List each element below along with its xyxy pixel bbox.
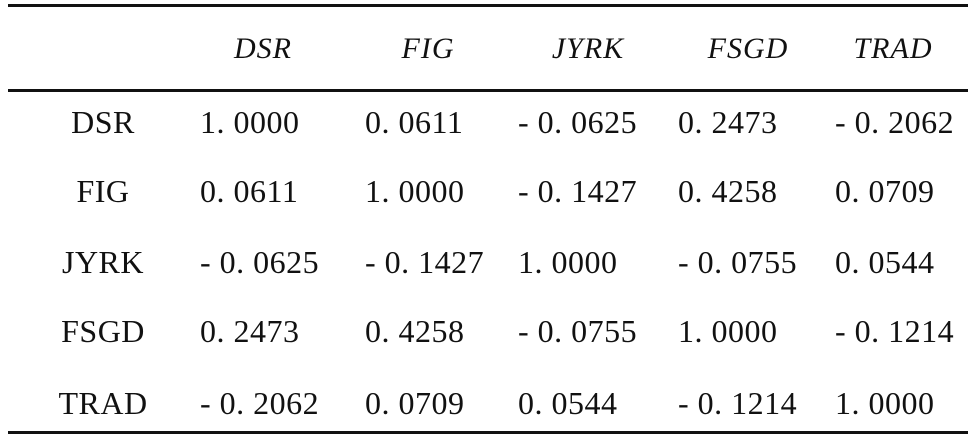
header-rule: [8, 89, 968, 92]
table-cell: 0. 2473: [200, 312, 300, 349]
table-cell: - 0. 0625: [200, 243, 320, 280]
table-cell: 0. 2473: [678, 103, 778, 140]
table-cell: 0. 4258: [365, 312, 465, 349]
top-rule: [8, 4, 968, 7]
bottom-rule: [8, 431, 968, 434]
table-cell: - 0. 1214: [678, 384, 798, 421]
header-cell-trad: TRAD: [853, 32, 933, 65]
table-cell: 0. 0709: [835, 172, 935, 209]
table-row: TRAD - 0. 2062 0. 0709 0. 0544 - 0. 1214…: [8, 373, 968, 433]
row-label: FIG: [76, 172, 130, 209]
header-cell-jyrk: JYRK: [551, 32, 625, 65]
table-cell: - 0. 1427: [518, 172, 638, 209]
row-label: JYRK: [61, 243, 144, 280]
table-cell: - 0. 0755: [678, 243, 798, 280]
header-cell-fsgd: FSGD: [707, 32, 789, 65]
table-cell: 1. 0000: [835, 384, 935, 421]
table-cell: 0. 0544: [835, 243, 935, 280]
table-cell: 0. 0544: [518, 384, 618, 421]
row-label: FSGD: [61, 312, 145, 349]
correlation-table: DSR FIG JYRK FSGD TRAD DSR 1. 0000 0. 06…: [8, 0, 968, 443]
table-cell: 0. 0611: [365, 103, 464, 140]
row-label: DSR: [71, 103, 135, 140]
table-cell: 1. 0000: [200, 103, 300, 140]
table-row: FSGD 0. 2473 0. 4258 - 0. 0755 1. 0000 -…: [8, 301, 968, 361]
header-cell-fig: FIG: [401, 32, 455, 65]
table-row: JYRK - 0. 0625 - 0. 1427 1. 0000 - 0. 07…: [8, 232, 968, 292]
table-cell: - 0. 0755: [518, 312, 638, 349]
table-cell: 1. 0000: [365, 172, 465, 209]
table-cell: 0. 0709: [365, 384, 465, 421]
table-row: FIG 0. 0611 1. 0000 - 0. 1427 0. 4258 0.…: [8, 161, 968, 221]
table-cell: 0. 0611: [200, 172, 299, 209]
table-cell: - 0. 1427: [365, 243, 485, 280]
table-row: DSR 1. 0000 0. 0611 - 0. 0625 0. 2473 - …: [8, 92, 968, 152]
table-cell: 0. 4258: [678, 172, 778, 209]
table-cell: 1. 0000: [678, 312, 778, 349]
row-label: TRAD: [58, 384, 148, 421]
table-cell: - 0. 0625: [518, 103, 638, 140]
header-cell-dsr: DSR: [234, 32, 292, 65]
table-cell: - 0. 2062: [200, 384, 320, 421]
header-row: DSR FIG JYRK FSGD TRAD: [8, 18, 968, 80]
header-cell-empty: [56, 18, 146, 80]
table-cell: - 0. 1214: [835, 312, 955, 349]
table-cell: - 0. 2062: [835, 103, 955, 140]
table-cell: 1. 0000: [518, 243, 618, 280]
